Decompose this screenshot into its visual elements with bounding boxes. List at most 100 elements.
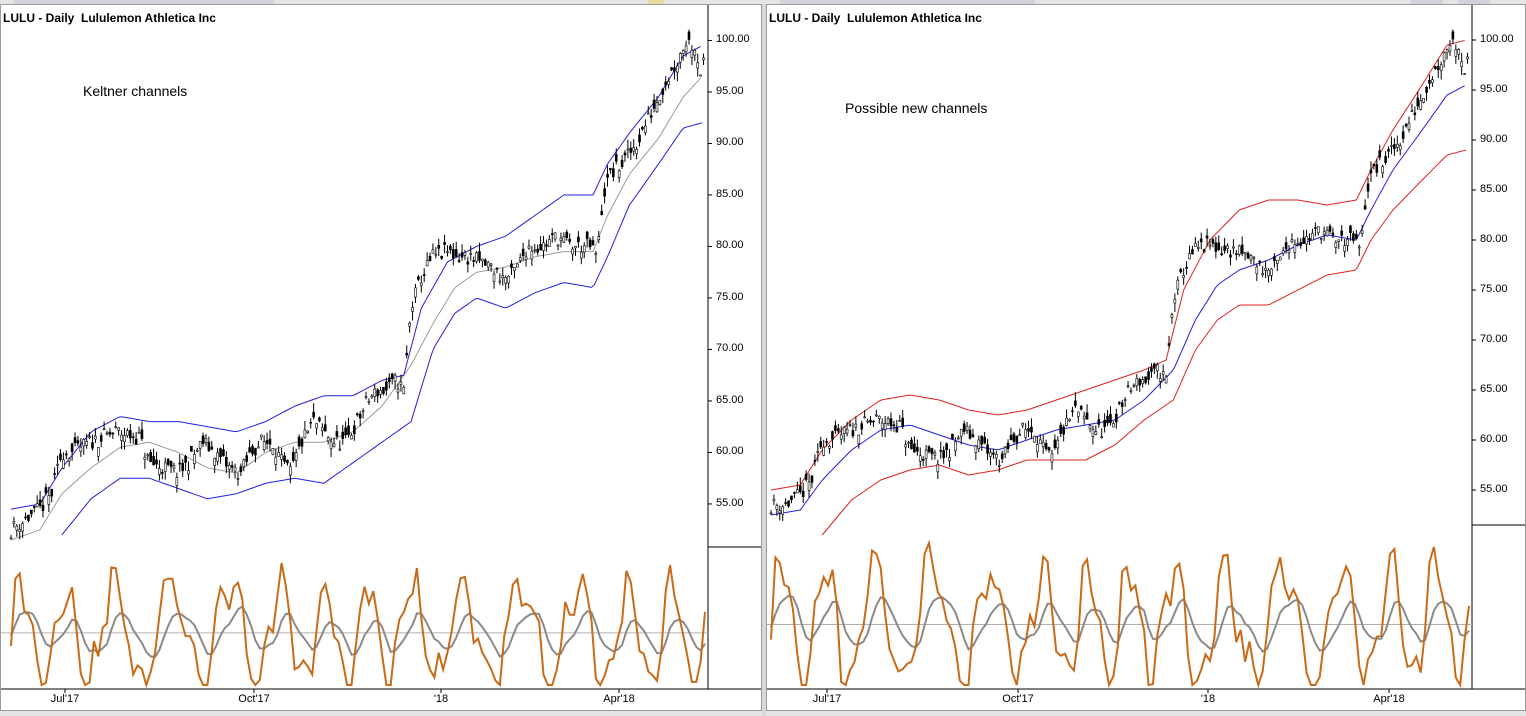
price-bar-body bbox=[1240, 244, 1244, 254]
price-bar-body bbox=[41, 504, 45, 512]
price-bar-body bbox=[111, 432, 115, 435]
price-bar-body bbox=[986, 444, 989, 454]
price-bar-body bbox=[1009, 435, 1013, 440]
price-bar-body bbox=[565, 231, 569, 238]
price-bar-body bbox=[1179, 269, 1183, 273]
price-bar-body bbox=[819, 441, 823, 448]
price-bar-body bbox=[411, 307, 414, 312]
upper-band-line bbox=[770, 39, 1465, 491]
tab-strip-right[interactable] bbox=[780, 0, 1035, 4]
price-bar-body bbox=[620, 160, 624, 168]
price-bar-body bbox=[123, 435, 126, 443]
price-bar-body bbox=[658, 100, 662, 105]
price-bar-body bbox=[495, 267, 499, 270]
pane-divider[interactable] bbox=[762, 4, 766, 716]
price-bar-body bbox=[1261, 273, 1264, 275]
price-bar-body bbox=[53, 473, 56, 475]
price-bar-body bbox=[350, 435, 353, 440]
price-bar-body bbox=[355, 413, 359, 416]
price-bar-body bbox=[451, 249, 455, 259]
price-bar-body bbox=[94, 435, 97, 440]
price-bar-body bbox=[959, 428, 963, 437]
price-bar-body bbox=[102, 428, 106, 430]
price-bar-body bbox=[382, 387, 385, 394]
price-bar-body bbox=[254, 448, 257, 456]
price-bar-body bbox=[1355, 233, 1358, 239]
price-bar-body bbox=[1044, 443, 1048, 450]
price-bar-body bbox=[778, 510, 782, 514]
price-bar-body bbox=[813, 460, 817, 462]
price-bar-body bbox=[1167, 343, 1171, 346]
price-bar-body bbox=[781, 506, 785, 515]
price-bar-body bbox=[1217, 242, 1221, 250]
chart-annotation: Possible new channels bbox=[845, 100, 988, 116]
price-bar-body bbox=[1226, 245, 1229, 249]
price-bar-body bbox=[687, 31, 691, 40]
chart-pane-left[interactable]: LULU - Daily Lululemon Athletica Inc Kel… bbox=[0, 4, 762, 711]
price-bar-body bbox=[158, 468, 161, 475]
price-bar-body bbox=[816, 451, 820, 453]
x-tick-label: Apr'18 bbox=[1373, 693, 1405, 705]
tab-strip-left[interactable] bbox=[14, 0, 274, 4]
price-bar-body bbox=[18, 529, 22, 532]
price-bar-body bbox=[233, 466, 237, 472]
price-bar-body bbox=[1308, 237, 1311, 241]
price-bar-body bbox=[47, 495, 51, 505]
price-bar-body bbox=[1164, 376, 1168, 384]
price-bar-body bbox=[178, 462, 182, 465]
price-bar-body bbox=[585, 231, 589, 240]
price-bar-body bbox=[1278, 256, 1282, 261]
price-bar-body bbox=[344, 427, 347, 436]
price-bar-body bbox=[606, 174, 609, 178]
price-bar-body bbox=[1290, 239, 1294, 242]
price-bar-body bbox=[419, 282, 423, 286]
price-bar-body bbox=[402, 387, 406, 395]
price-bar-body bbox=[300, 438, 304, 447]
price-bar-body bbox=[954, 441, 957, 452]
price-bar-body bbox=[262, 441, 266, 450]
price-bar-body bbox=[213, 458, 216, 466]
x-tick-label: Oct'17 bbox=[238, 693, 270, 705]
price-bar-body bbox=[1316, 226, 1320, 234]
price-bar-body bbox=[169, 461, 173, 467]
tab-strip-right-2[interactable] bbox=[1411, 0, 1443, 4]
price-bar-body bbox=[588, 239, 592, 248]
price-bar-body bbox=[184, 455, 187, 463]
price-bar-body bbox=[257, 446, 260, 449]
chart-title: LULU - Daily Lululemon Athletica Inc bbox=[769, 11, 982, 25]
price-bar-body bbox=[353, 425, 356, 435]
price-bar-body bbox=[1229, 254, 1232, 258]
price-bar-body bbox=[822, 446, 825, 456]
price-bar-body bbox=[332, 443, 336, 448]
price-bar-body bbox=[571, 248, 574, 255]
price-bar-body bbox=[542, 242, 545, 251]
price-bar-body bbox=[323, 424, 327, 432]
price-bar-body bbox=[1466, 56, 1469, 60]
y-tick-label: 95.00 bbox=[716, 84, 744, 97]
price-bar-body bbox=[149, 452, 152, 462]
y-tick-label: 95.00 bbox=[1480, 83, 1508, 95]
price-bar-body bbox=[1401, 131, 1405, 139]
chart-svg-left bbox=[1, 5, 761, 693]
tab-strip-left-2[interactable] bbox=[648, 0, 664, 4]
price-bar-body bbox=[1395, 143, 1399, 148]
price-bar-body bbox=[617, 170, 621, 178]
price-bar-body bbox=[1273, 256, 1276, 261]
price-bar-body bbox=[699, 74, 702, 77]
price-bar-body bbox=[434, 253, 438, 256]
price-bar-body bbox=[129, 430, 132, 439]
price-bar-body bbox=[1296, 243, 1300, 245]
price-bar-body bbox=[1126, 385, 1130, 387]
chart-pane-right[interactable]: LULU - Daily Lululemon Athletica Inc Pos… bbox=[766, 4, 1526, 711]
price-bar-body bbox=[335, 431, 339, 437]
price-bar-body bbox=[437, 245, 441, 249]
price-bar-body bbox=[155, 459, 158, 465]
price-bar-body bbox=[1404, 124, 1408, 127]
price-bar-body bbox=[869, 419, 872, 423]
price-bar-body bbox=[166, 459, 170, 465]
x-tick-label: Apr'18 bbox=[603, 693, 635, 705]
price-bar-body bbox=[641, 127, 644, 130]
tab-strip-right-3[interactable] bbox=[1458, 0, 1490, 4]
price-bar-body bbox=[414, 287, 417, 298]
price-bar-body bbox=[120, 434, 123, 441]
